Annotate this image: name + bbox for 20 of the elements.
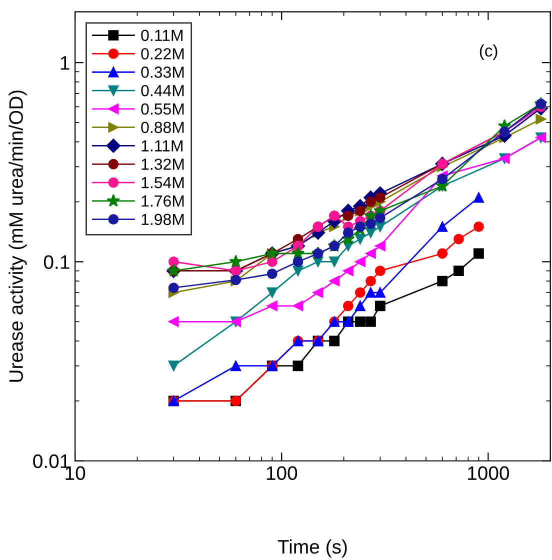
- x-tick-label: 1000: [468, 466, 510, 480]
- legend-label: 0.88M: [141, 122, 184, 134]
- legend-label: 1.76M: [142, 195, 184, 207]
- legend-label: 1.98M: [142, 214, 184, 226]
- x-tick-label: 100: [266, 466, 298, 480]
- legend-label: 0.11M: [141, 30, 182, 42]
- y-tick-label: 0.1: [44, 255, 70, 269]
- legend-label: 1.32M: [142, 158, 184, 170]
- legend-label: 0.55M: [141, 103, 184, 115]
- legend-label: 1.54M: [142, 177, 184, 188]
- legend-label: 0.44M: [141, 84, 184, 96]
- annotation: (c): [480, 44, 498, 60]
- y-tick-label: 1: [60, 56, 70, 70]
- legend-label: 1.11M: [142, 140, 182, 152]
- y-tick-label: 0.01: [33, 454, 70, 468]
- x-axis-title: Time (s): [278, 539, 347, 558]
- legend-label: 0.22M: [141, 48, 184, 60]
- legend-label: 0.33M: [141, 66, 184, 78]
- y-axis-title: Urease activity (mM urea/min/OD): [8, 90, 27, 382]
- x-tick-label: 10: [66, 466, 86, 480]
